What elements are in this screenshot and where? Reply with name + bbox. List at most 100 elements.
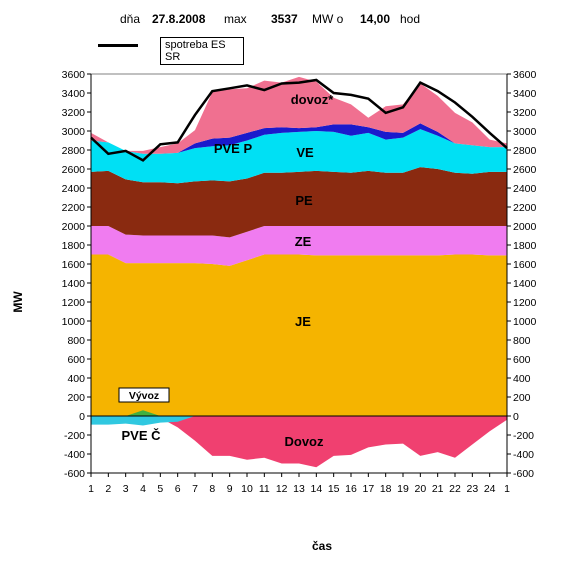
y-tick-label-left: -600 (64, 468, 85, 480)
y-tick-label-right: 1400 (513, 278, 537, 290)
y-tick-label-right: 2600 (513, 164, 537, 176)
label-dovoz-top: dovoz* (291, 92, 335, 107)
y-tick-label-right: 3400 (513, 88, 537, 100)
y-tick-label-left: -200 (64, 430, 85, 442)
x-tick-label: 23 (466, 483, 478, 495)
unit-at-label: MW o (312, 12, 344, 26)
y-tick-label-right: 2000 (513, 221, 537, 233)
y-tick-label-right: 800 (513, 335, 531, 347)
y-tick-label-left: -400 (64, 449, 85, 461)
x-tick-label: 21 (432, 483, 444, 495)
y-tick-label-left: 2800 (62, 145, 86, 157)
y-tick-label-right: -200 (513, 430, 534, 442)
max-value: 3537 (271, 12, 298, 26)
max-label: max (224, 12, 247, 26)
date-value: 27.8.2008 (152, 12, 206, 26)
y-tick-label-right: 400 (513, 373, 531, 385)
legend-consumption-label: spotreba ES SR (160, 37, 244, 65)
y-tick-label-right: 3600 (513, 69, 537, 81)
y-tick-label-right: 200 (513, 392, 531, 404)
x-tick-label: 16 (345, 483, 357, 495)
x-tick-label: 4 (140, 483, 146, 495)
y-tick-label-right: 1200 (513, 297, 537, 309)
y-tick-label-left: 800 (67, 335, 85, 347)
y-tick-label-left: 1600 (62, 259, 86, 271)
area-ze (91, 226, 507, 266)
x-tick-label: 6 (175, 483, 181, 495)
x-tick-label: 20 (414, 483, 426, 495)
x-tick-label: 5 (157, 483, 163, 495)
y-tick-label-right: 1800 (513, 240, 537, 252)
area-pve-p (91, 123, 507, 154)
hour-label: hod (400, 12, 421, 26)
x-tick-label: 18 (380, 483, 392, 495)
y-tick-label-left: 1800 (62, 240, 86, 252)
area-je (91, 254, 507, 416)
y-tick-label-right: 600 (513, 354, 531, 366)
y-tick-label-right: -400 (513, 449, 534, 461)
y-tick-label-left: 400 (67, 373, 85, 385)
hour-value: 14,00 (360, 12, 391, 26)
y-tick-label-left: 3400 (62, 88, 86, 100)
label-je: JE (295, 314, 311, 329)
vyvoz-label-box (118, 387, 170, 403)
x-tick-label: 22 (449, 483, 461, 495)
area-pe (91, 167, 507, 238)
y-tick-label-left: 2400 (62, 183, 86, 195)
y-tick-label-left: 3600 (62, 69, 86, 81)
y-tick-label-left: 1200 (62, 297, 86, 309)
x-tick-label: 17 (362, 483, 374, 495)
x-tick-label: 12 (276, 483, 288, 495)
label-ve: VE (296, 145, 314, 160)
y-tick-label-left: 1400 (62, 278, 86, 290)
y-tick-label-right: 3200 (513, 107, 537, 119)
x-tick-label: 1 (504, 483, 510, 495)
label-pve-c: PVE Č (121, 428, 161, 443)
consumption-line (90, 78, 508, 162)
area-neg-pve (91, 416, 507, 426)
day-label: dňa (120, 12, 141, 26)
label-pve-p: PVE P (214, 141, 253, 156)
y-tick-label-left: 600 (67, 354, 85, 366)
x-tick-label: 8 (209, 483, 215, 495)
y-tick-label-right: -600 (513, 468, 534, 480)
area-neg-dovoz (91, 416, 507, 468)
label-pe: PE (295, 193, 313, 208)
y-tick-label-left: 2000 (62, 221, 86, 233)
area-ve (91, 129, 507, 184)
x-tick-label: 2 (105, 483, 111, 495)
y-tick-label-left: 2200 (62, 202, 86, 214)
x-tick-label: 24 (484, 483, 496, 495)
x-tick-label: 9 (227, 483, 233, 495)
y-tick-label-left: 2600 (62, 164, 86, 176)
y-tick-label-left: 3000 (62, 126, 86, 138)
area-vyvoz (91, 410, 507, 416)
y-tick-label-right: 3000 (513, 126, 537, 138)
x-axis-title: čas (312, 539, 332, 553)
y-axis-title: MW (11, 291, 25, 313)
label-ze: ZE (295, 234, 312, 249)
x-tick-label: 11 (259, 483, 270, 495)
y-tick-label-left: 200 (67, 392, 85, 404)
x-tick-label: 7 (192, 483, 198, 495)
y-tick-label-right: 1600 (513, 259, 537, 271)
x-tick-label: 14 (310, 483, 322, 495)
y-tick-label-right: 1000 (513, 316, 537, 328)
x-tick-label: 10 (241, 483, 253, 495)
y-tick-label-left: 1000 (62, 316, 86, 328)
x-tick-label: 15 (328, 483, 340, 495)
y-tick-label-right: 2400 (513, 183, 537, 195)
y-tick-label-right: 2200 (513, 202, 537, 214)
x-tick-label: 3 (123, 483, 129, 495)
label-dovoz-neg: Dovoz (285, 434, 325, 449)
x-tick-label: 1 (88, 483, 94, 495)
y-tick-label-right: 2800 (513, 145, 537, 157)
legend-line-swatch (98, 44, 138, 47)
label-vyvoz: Vývoz (129, 390, 159, 402)
y-tick-label-left: 0 (79, 411, 85, 423)
area-dovoz (91, 76, 507, 154)
x-tick-label: 13 (293, 483, 305, 495)
y-tick-label-left: 3200 (62, 107, 86, 119)
x-tick-label: 19 (397, 483, 409, 495)
